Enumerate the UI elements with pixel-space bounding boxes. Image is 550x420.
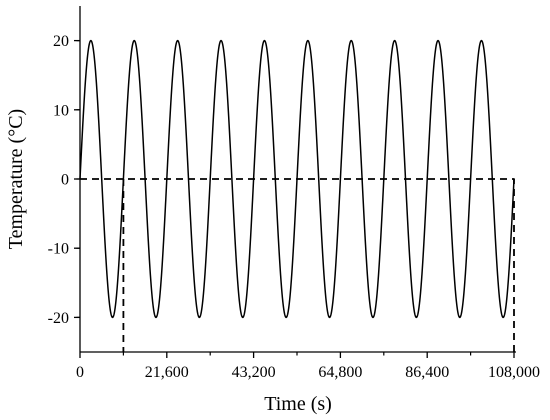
x-tick-label: 0 [76, 364, 84, 381]
y-tick-label: -10 [48, 241, 69, 258]
y-tick-label: 10 [53, 102, 69, 119]
dashed-reference-line-1 [80, 178, 515, 352]
y-axis-title: Temperature (°C) [5, 109, 27, 249]
series-layer [79, 39, 515, 352]
x-tick-label: 64,800 [318, 364, 362, 381]
x-axis-title: Time (s) [264, 393, 332, 415]
labels-layer: Time (s) Temperature (°C) [5, 109, 332, 415]
y-tick-label: 0 [61, 172, 69, 189]
y-tick-label: 20 [53, 33, 69, 50]
x-tick-label: 21,600 [145, 364, 189, 381]
ticks-layer: 0 21,600 43,200 64,800 86,400 108,000 -20 -10 0 1… [48, 33, 540, 381]
x-tick-label: 86,400 [405, 364, 449, 381]
y-tick-label: -20 [48, 310, 69, 327]
x-tick-label: 43,200 [232, 364, 276, 381]
x-tick-label: 108,000 [488, 364, 540, 381]
